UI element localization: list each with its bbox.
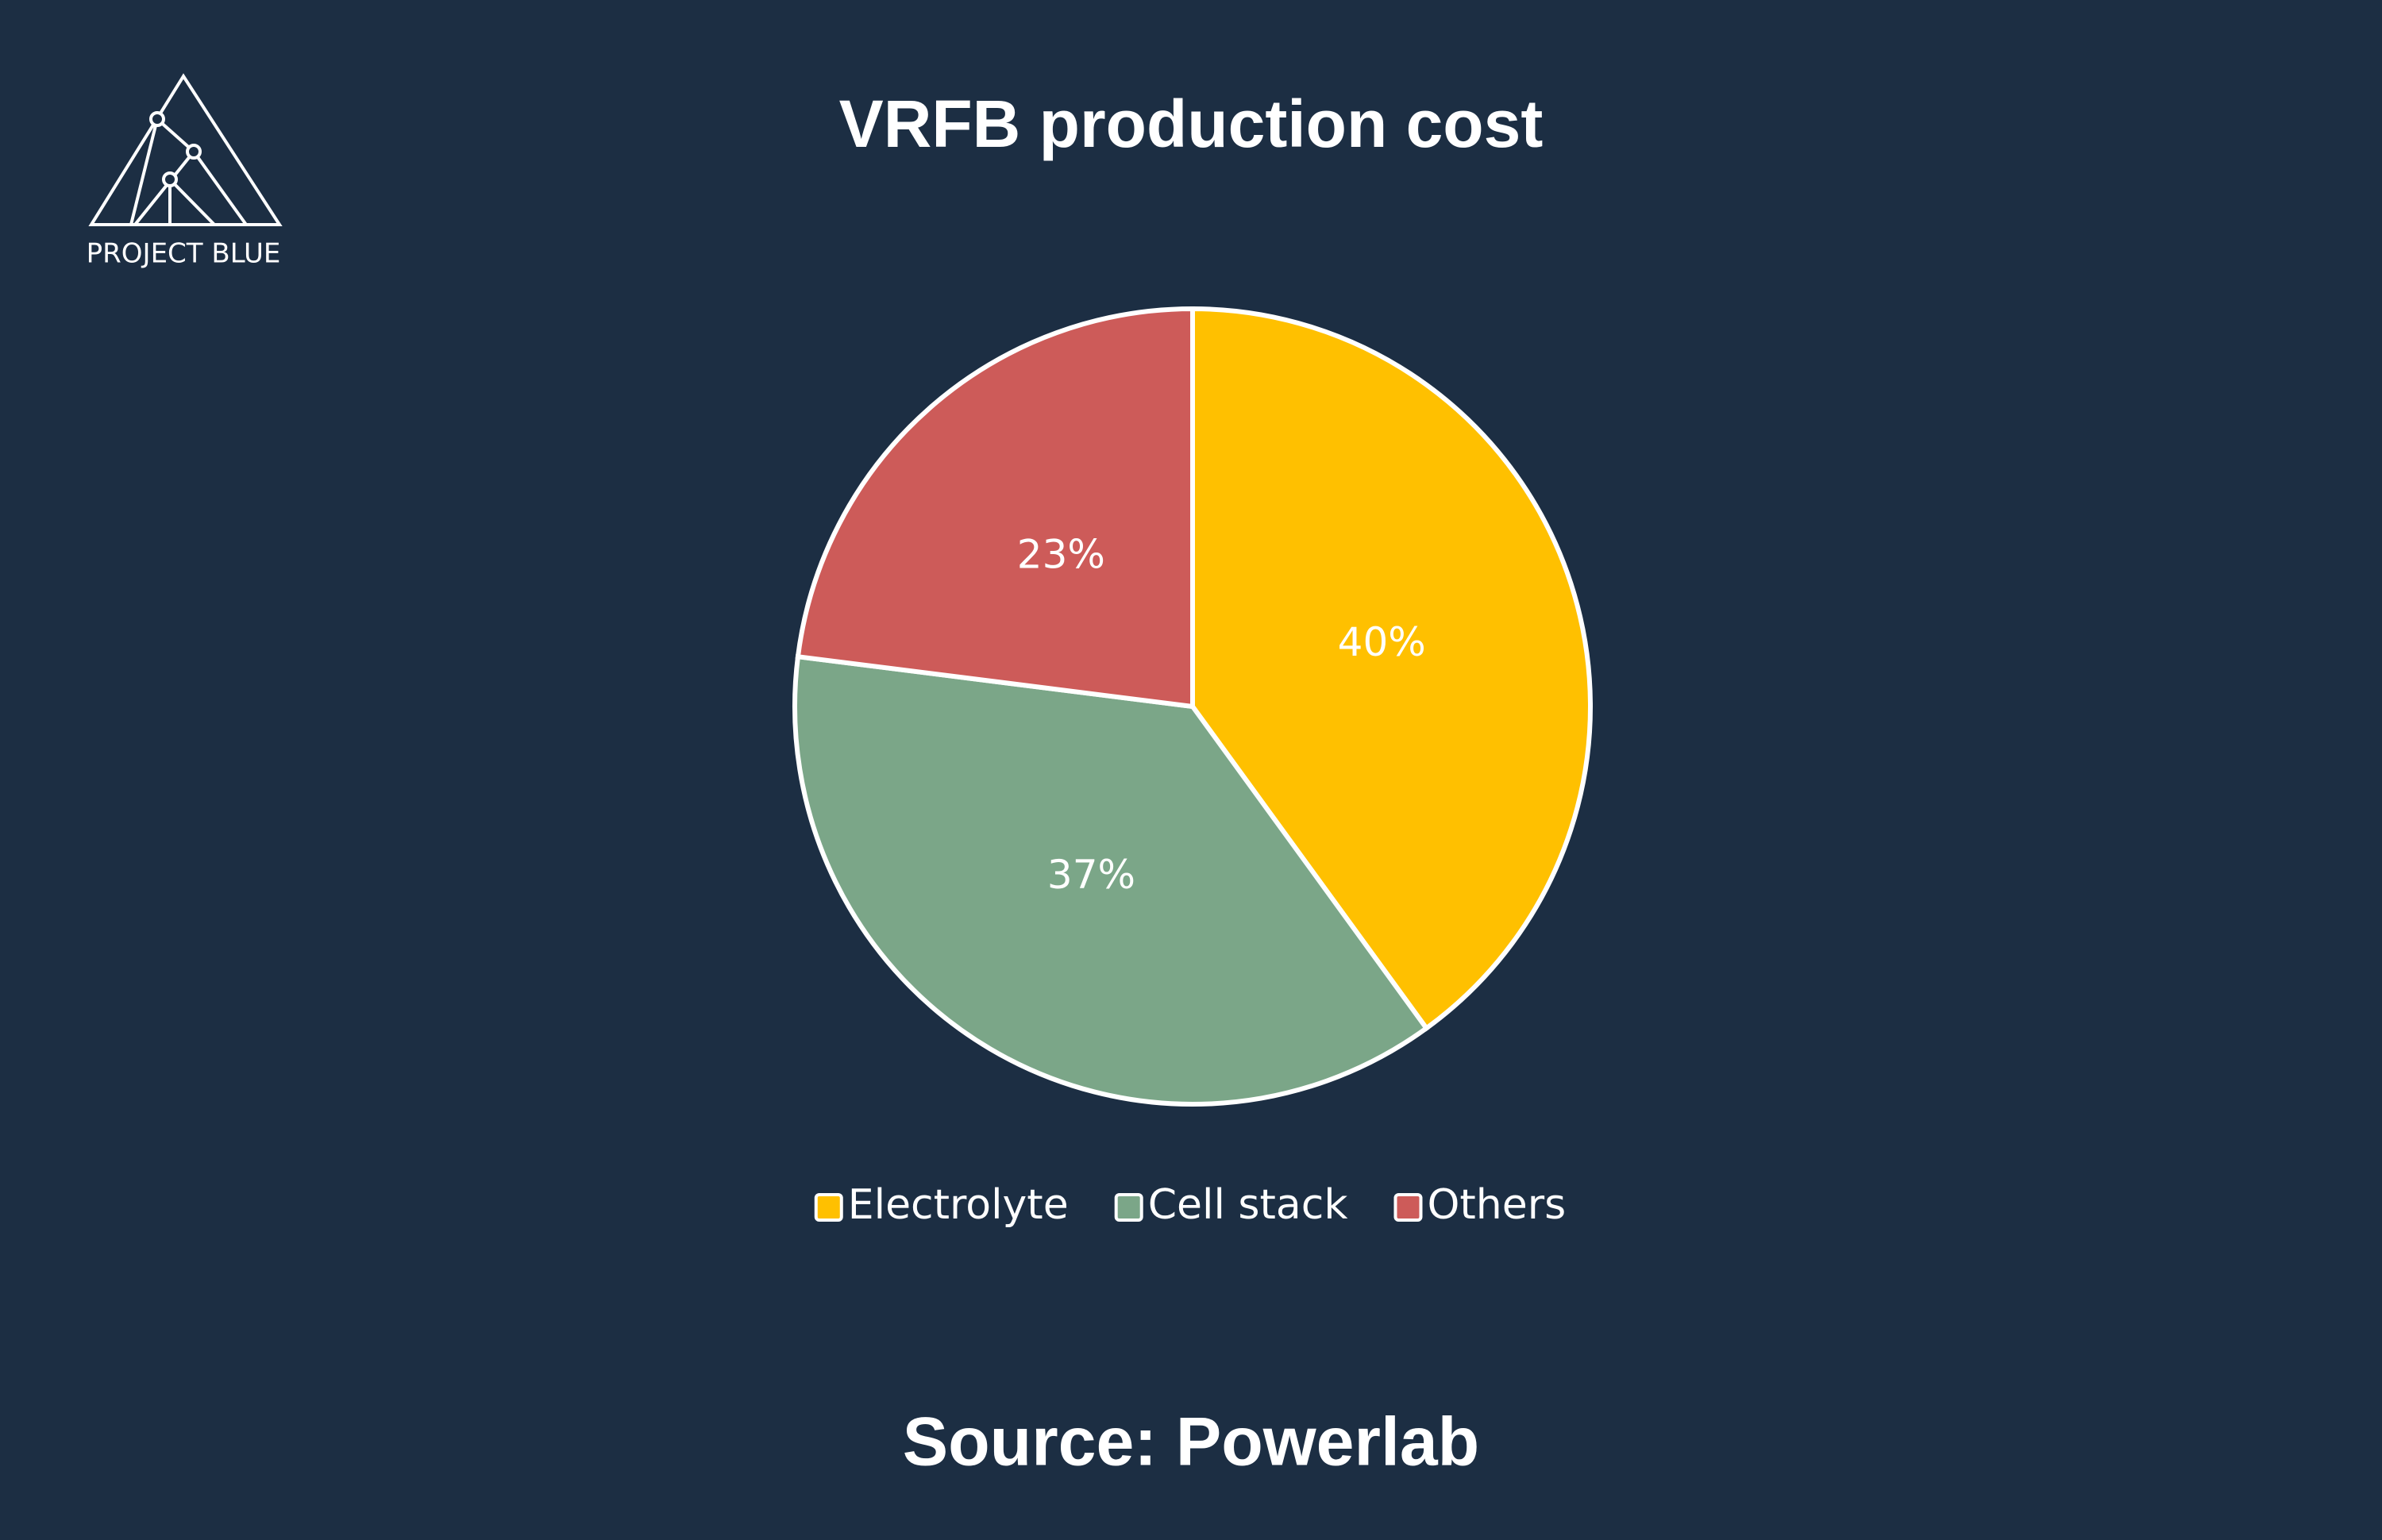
logo xyxy=(88,73,283,226)
logo-triangle xyxy=(88,73,283,226)
data-label: 23% xyxy=(1017,532,1105,578)
pie-slice xyxy=(792,653,1430,1107)
data-label: 40% xyxy=(1338,619,1426,665)
legend-label: Others xyxy=(1427,1181,1566,1229)
data-label: 37% xyxy=(1047,852,1135,898)
legend-swatch xyxy=(1393,1193,1423,1222)
logo-node xyxy=(186,144,202,160)
legend-label: Cell stack xyxy=(1148,1181,1348,1229)
logo-line xyxy=(168,178,216,226)
pie-slice xyxy=(1190,306,1593,1032)
logo-line xyxy=(192,150,248,226)
logo-line xyxy=(156,117,195,153)
legend-swatch xyxy=(1114,1193,1143,1222)
logo-line xyxy=(129,118,159,225)
legend-label: Electrolyte xyxy=(848,1181,1069,1229)
chart-title: VRFB production cost xyxy=(839,87,1544,161)
logo-node xyxy=(149,111,165,127)
legend-swatch xyxy=(814,1193,843,1222)
source: Source: Powerlab xyxy=(903,1404,1479,1480)
logo-node xyxy=(162,171,178,187)
pie-slice xyxy=(795,306,1195,710)
logo-line xyxy=(133,150,195,226)
logo-text: PROJECT BLUE xyxy=(87,238,281,270)
